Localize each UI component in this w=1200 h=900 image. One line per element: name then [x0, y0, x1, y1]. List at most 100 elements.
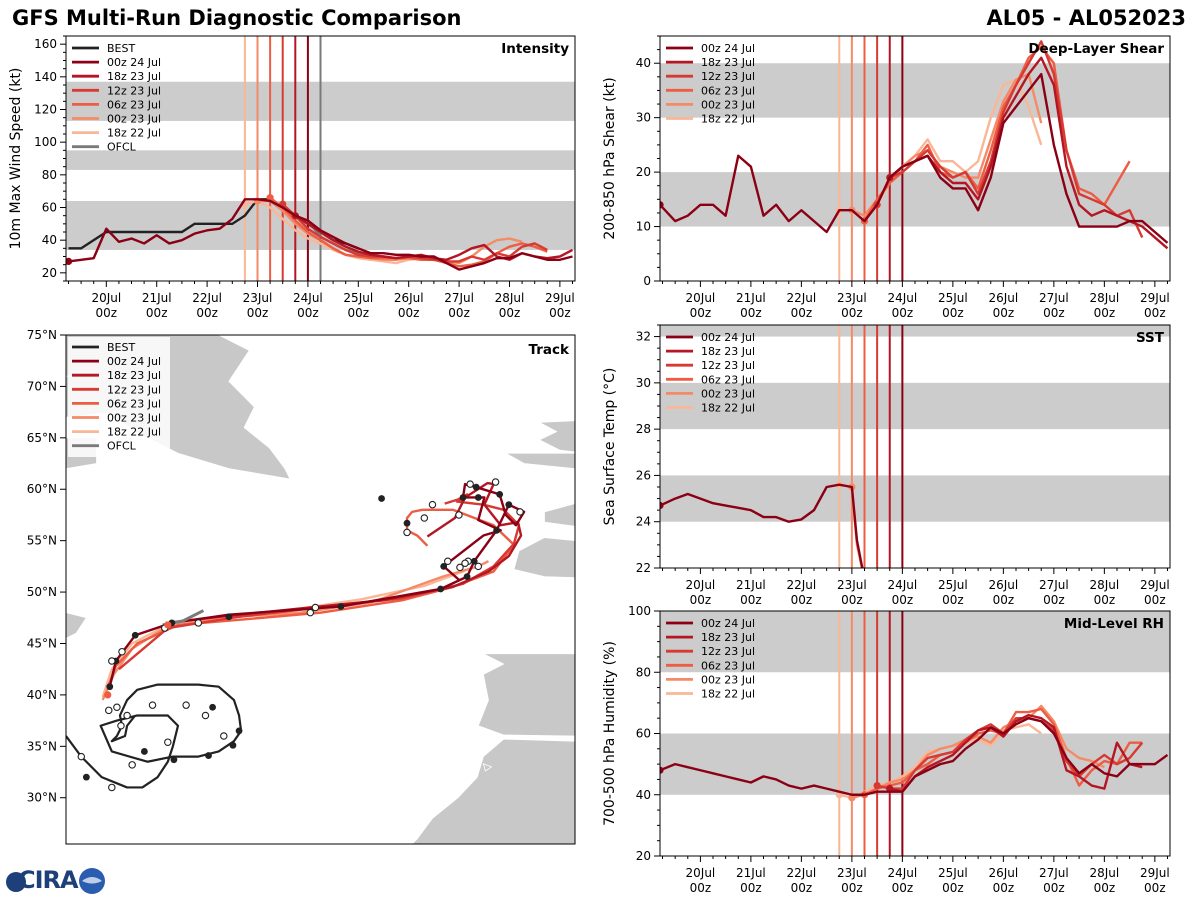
x-tick-label: 21Jul	[736, 578, 766, 592]
x-tick-label: 28Jul	[1089, 291, 1119, 305]
track-forecast-marker	[108, 657, 116, 665]
forecast-track-line	[108, 482, 526, 687]
track-position-marker	[229, 741, 237, 749]
track-position-marker	[209, 703, 216, 711]
track-position-marker	[106, 683, 114, 691]
x-tick-label: 23Jul	[837, 291, 867, 305]
storm-id-title: AL05 - AL052023	[986, 6, 1187, 30]
x-tick-label: 26Jul	[988, 291, 1018, 305]
rh-init-marker	[873, 781, 881, 790]
y-tick-label: 26	[636, 468, 651, 482]
x-tick-label: 25Jul	[343, 291, 373, 305]
track-forecast-marker	[443, 557, 452, 565]
y-tick-label: 40	[42, 233, 57, 247]
track-legend-entry: 06z 23 Jul	[107, 397, 161, 410]
intensity-panel: 20Jul00z21Jul00z22Jul00z23Jul00z24Jul00z…	[8, 35, 576, 320]
track-legend-entry: BEST	[107, 341, 135, 354]
track-forecast-marker	[220, 732, 228, 740]
lat-tick-label: 40°N	[27, 688, 57, 702]
land-iceland	[537, 420, 575, 453]
x-tick-label: 22Jul	[787, 866, 817, 880]
rh-threshold-band	[660, 733, 1170, 795]
best-track-line	[66, 683, 243, 789]
sst-panel: 20Jul00z21Jul00z22Jul00z23Jul00z24Jul00z…	[602, 324, 1171, 607]
shear-legend-entry: 18z 23 Jul	[701, 56, 755, 69]
track-panel: 30°N 35°N 40°N 45°N 50°N 55°N 60°N 65°N 70°N 75°N…	[27, 328, 576, 845]
x-tick-label: 28Jul	[1089, 578, 1119, 592]
track-legend-entry: 12z 23 Jul	[107, 383, 161, 396]
x-tick-label: 00z	[841, 306, 863, 320]
x-tick-label: 00z	[841, 881, 863, 895]
y-tick-label: 28	[636, 422, 651, 436]
shear-threshold-band	[660, 172, 1170, 227]
track-position-marker	[493, 526, 501, 534]
shear-legend-entry: 06z 23 Jul	[701, 84, 755, 97]
land-coast-maritime	[66, 612, 88, 639]
x-tick-label: 26Jul	[988, 866, 1018, 880]
track-forecast-marker	[516, 508, 524, 516]
x-tick-label: 00z	[740, 306, 762, 320]
x-tick-label: 22Jul	[787, 291, 817, 305]
lat-tick-label: 65°N	[27, 431, 57, 445]
x-tick-label: 23Jul	[837, 866, 867, 880]
x-tick-label: 25Jul	[938, 866, 968, 880]
x-tick-label: 27Jul	[444, 291, 474, 305]
x-tick-label: 00z	[892, 306, 914, 320]
x-tick-label: 21Jul	[736, 866, 766, 880]
track-forecast-marker	[403, 528, 411, 537]
rh-legend-entry: 00z 23 Jul	[701, 673, 755, 686]
y-tick-label: 40	[636, 56, 651, 70]
track-forecast-marker	[105, 706, 113, 715]
x-tick-label: 00z	[993, 881, 1015, 895]
intensity-init-marker	[266, 194, 274, 202]
track-forecast-marker	[123, 711, 131, 720]
track-forecast-marker	[491, 478, 500, 486]
sst-threshold-band	[660, 325, 1170, 337]
lat-tick-label: 50°N	[27, 585, 57, 599]
track-forecast-marker	[455, 511, 463, 519]
track-forecast-marker	[466, 480, 474, 488]
y-tick-label: 100	[34, 135, 57, 149]
x-tick-label: 00z	[1043, 881, 1065, 895]
track-forecast-marker	[148, 701, 157, 709]
shear-series-line	[660, 72, 1169, 244]
track-forecast-marker	[77, 752, 86, 761]
intensity-legend-entry: 18z 22 Jul	[107, 127, 161, 140]
track-position-marker	[437, 585, 445, 593]
x-tick-label: 26Jul	[394, 291, 424, 305]
track-title: Track	[529, 342, 570, 358]
y-tick-label: 60	[42, 201, 57, 215]
rh-series-line	[876, 716, 1144, 790]
x-tick-label: 00z	[1094, 306, 1116, 320]
x-tick-label: 00z	[942, 593, 964, 607]
track-position-marker	[225, 613, 233, 621]
shear-legend-entry: 00z 24 Jul	[701, 42, 755, 55]
x-tick-label: 00z	[942, 881, 964, 895]
track-position-marker	[140, 748, 148, 755]
x-tick-label: 00z	[247, 306, 269, 320]
land-northwest-africa	[411, 738, 575, 844]
x-tick-label: 00z	[740, 593, 762, 607]
y-tick-label: 0	[643, 274, 651, 288]
y-tick-label: 10	[636, 220, 651, 234]
intensity-series-line	[68, 198, 573, 271]
x-tick-label: 29Jul	[1140, 866, 1170, 880]
y-tick-label: 40	[636, 788, 651, 802]
y-tick-label: 160	[34, 37, 57, 51]
lat-tick-label: 35°N	[27, 739, 57, 753]
page-title: GFS Multi-Run Diagnostic Comparison	[12, 6, 462, 30]
track-forecast-marker	[201, 711, 210, 720]
x-tick-label: 27Jul	[1039, 866, 1069, 880]
intensity-y-axis-label: 10m Max Wind Speed (kt)	[8, 68, 24, 250]
y-tick-label: 20	[636, 165, 651, 179]
x-tick-label: 00z	[1043, 306, 1065, 320]
track-initial-marker	[104, 691, 112, 699]
track-position-marker	[459, 494, 467, 501]
sst-legend-entry: 18z 23 Jul	[701, 345, 755, 358]
x-tick-label: 20Jul	[91, 291, 121, 305]
sst-threshold-band	[660, 475, 1170, 522]
x-tick-label: 00z	[892, 593, 914, 607]
track-forecast-marker	[108, 783, 116, 792]
rh-series-line	[851, 704, 1105, 799]
